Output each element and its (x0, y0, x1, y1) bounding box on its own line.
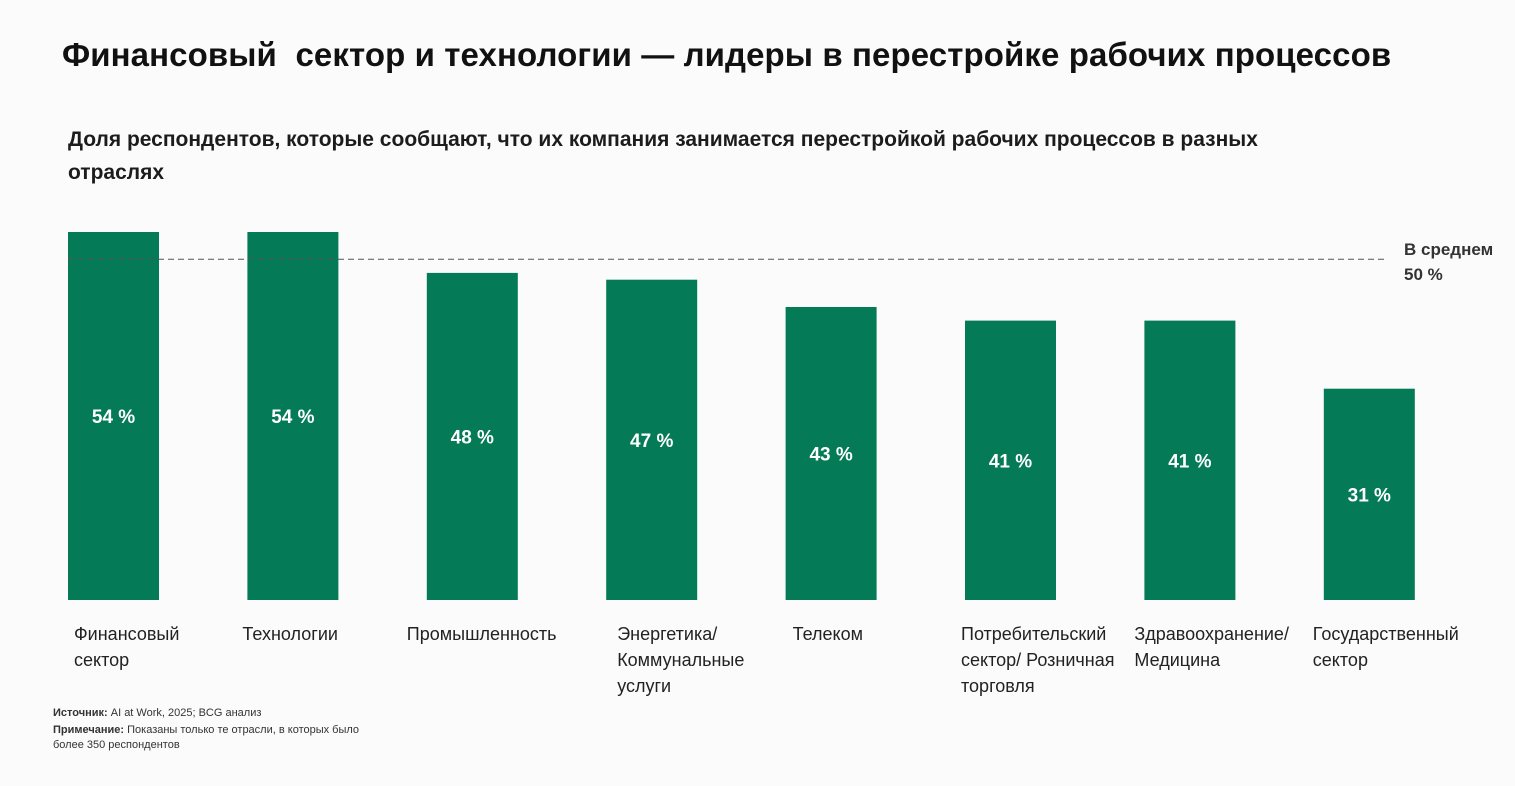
chart-subtitle: Доля респондентов, которые сообщают, что… (68, 128, 1258, 184)
footnote-note: Примечание: Показаны только те отрасли, … (53, 723, 359, 753)
chart-title: Финансовый сектор и технологии — лидеры … (62, 36, 1392, 73)
source-text: AI at Work, 2025; BCG анализ (107, 707, 262, 719)
category-label: Здравоохранение/ Медицина (1134, 624, 1289, 670)
category-label: Промышленность (406, 624, 557, 644)
bar-value-label: 48 % (451, 427, 494, 448)
category-label: Государственный сектор (1312, 624, 1459, 670)
bar (68, 232, 159, 600)
bar (965, 320, 1056, 600)
bar (1323, 388, 1415, 600)
bar-value-label: 41 % (1168, 451, 1211, 472)
bar-value-label: 54 % (92, 407, 135, 428)
average-label: В среднем 50 % (1404, 237, 1493, 287)
bar-value-label: 47 % (630, 431, 673, 452)
category-label: Технологии (242, 624, 338, 644)
note-text-line1: Показаны только те отрасли, в которых бы… (124, 724, 360, 736)
bar (1144, 320, 1236, 600)
bar-value-label: 31 % (1348, 485, 1391, 506)
bar-value-label: 43 % (809, 445, 852, 466)
bar (426, 272, 518, 600)
average-label-value: 50 % (1404, 265, 1443, 284)
category-label: Потребительский сектор/ Розничная торгов… (961, 624, 1115, 696)
bar (785, 307, 877, 600)
category-label: Финансовый сектор (74, 624, 180, 670)
bar-value-label: 54 % (271, 407, 314, 428)
note-label: Примечание: (53, 724, 125, 736)
category-label: Телеком (792, 624, 863, 644)
source-label: Источник: (53, 707, 108, 719)
bar-value-label: 41 % (989, 451, 1032, 472)
footnote-source: Источник: AI at Work, 2025; BCG анализ (53, 706, 261, 721)
average-label-line1: В среднем (1404, 240, 1494, 259)
note-text-line2: более 350 респондентов (53, 739, 180, 751)
bar (247, 232, 339, 600)
bar (606, 279, 698, 600)
category-label: Энергетика/ Коммунальные услуги (617, 624, 745, 696)
